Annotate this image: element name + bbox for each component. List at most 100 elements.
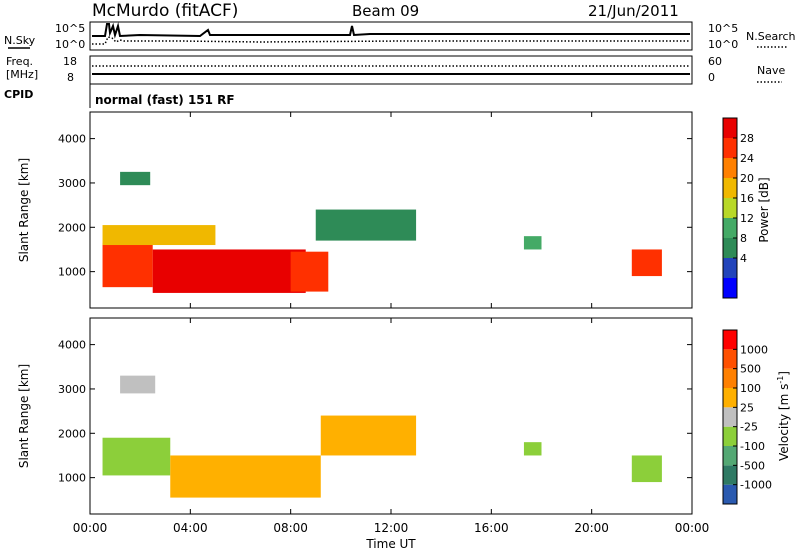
velocity-colorbar-label-sup: -1 bbox=[776, 376, 785, 384]
x-tick-label: 04:00 bbox=[173, 521, 208, 535]
power-colorbar-label: Power [dB] bbox=[757, 177, 771, 242]
x-tick-label: 08:00 bbox=[273, 521, 308, 535]
velocity-cells bbox=[102, 375, 662, 498]
colorbar-swatch bbox=[723, 465, 737, 485]
echo-region bbox=[631, 455, 662, 483]
x-axis-ticks: 00:00 04:00 08:00 12:00 16:00 20:00 00:00 bbox=[73, 112, 710, 535]
date-title: 21/Jun/2011 bbox=[588, 2, 679, 20]
noise-frame bbox=[89, 21, 693, 51]
x-tick-label: 12:00 bbox=[374, 521, 409, 535]
nsky-label: N.Sky bbox=[4, 34, 36, 47]
beam-title: Beam 09 bbox=[352, 2, 419, 20]
colorbar-tick-label: 28 bbox=[740, 132, 754, 145]
echo-region bbox=[102, 437, 171, 476]
colorbar-swatch bbox=[723, 484, 737, 504]
nsearch-label: N.Search bbox=[746, 30, 796, 43]
colorbar-tick-label: -1000 bbox=[740, 479, 772, 492]
y-tick-label: 1000 bbox=[58, 472, 86, 485]
velocity-colorbar-label: Velocity [m s-1] bbox=[776, 371, 791, 461]
x-tick-label: 16:00 bbox=[474, 521, 509, 535]
colorbar-swatch bbox=[723, 238, 737, 258]
velocity-colorbar-label-main: Velocity [m s bbox=[777, 384, 791, 461]
nsearch-tick-bottom: 10^0 bbox=[708, 38, 738, 51]
freq-frame bbox=[89, 55, 693, 85]
colorbar-frame bbox=[722, 117, 738, 299]
colorbar-tick-label: 12 bbox=[740, 212, 754, 225]
velocity-panel: 4000 3000 2000 1000 Slant Range [km] bbox=[17, 317, 693, 515]
freq-unit-label: [MHz] bbox=[6, 68, 38, 81]
colorbar-swatch bbox=[723, 258, 737, 278]
freq-label: Freq. bbox=[6, 55, 33, 68]
colorbar-swatch bbox=[723, 218, 737, 238]
y-tick-label: 4000 bbox=[58, 133, 86, 146]
freq-tick-bottom: 8 bbox=[67, 71, 74, 84]
power-y-ticks: 4000 3000 2000 1000 bbox=[58, 133, 692, 279]
nsky-tick-bottom: 10^0 bbox=[55, 38, 85, 51]
echo-region bbox=[320, 415, 417, 456]
colorbar-tick-label: 8 bbox=[740, 232, 747, 245]
power-y-label: Slant Range [km] bbox=[17, 158, 31, 262]
station-title: McMurdo (fitACF) bbox=[92, 1, 238, 21]
colorbar-swatch bbox=[723, 426, 737, 446]
colorbar-swatch bbox=[723, 158, 737, 178]
nsky-trace bbox=[92, 22, 690, 39]
nave-tick-top: 60 bbox=[708, 55, 722, 68]
y-tick-label: 1000 bbox=[58, 266, 86, 279]
y-tick-label: 4000 bbox=[58, 339, 86, 352]
echo-region bbox=[631, 249, 662, 277]
colorbar-swatch bbox=[723, 368, 737, 388]
echo-region bbox=[523, 236, 542, 250]
freq-tick-top: 18 bbox=[63, 55, 77, 68]
colorbar-tick-label: 25 bbox=[740, 401, 754, 414]
nsearch-tick-top: 10^5 bbox=[708, 22, 738, 35]
velocity-colorbar-label-end: ] bbox=[777, 371, 791, 376]
colorbar-swatch bbox=[723, 349, 737, 369]
colorbar-swatch bbox=[723, 138, 737, 158]
y-tick-label: 2000 bbox=[58, 427, 86, 440]
colorbar-tick-label: 1000 bbox=[740, 343, 768, 356]
power-panel: 4000 3000 2000 1000 Slant Range [km] bbox=[17, 111, 693, 309]
x-tick-label: 20:00 bbox=[574, 521, 609, 535]
power-colorbar: 28 24 20 16 12 8 4 bbox=[722, 117, 754, 299]
echo-region bbox=[102, 225, 216, 246]
colorbar-swatch bbox=[723, 278, 737, 298]
y-tick-label: 3000 bbox=[58, 383, 86, 396]
x-axis-label: Time UT bbox=[365, 537, 416, 551]
colorbar-tick-label: 16 bbox=[740, 192, 754, 205]
colorbar-swatch bbox=[723, 388, 737, 408]
velocity-y-ticks: 4000 3000 2000 1000 bbox=[58, 339, 692, 485]
colorbar-swatch bbox=[723, 446, 737, 466]
colorbar-swatch bbox=[723, 198, 737, 218]
colorbar-frame bbox=[722, 329, 738, 505]
echo-region bbox=[152, 249, 306, 293]
y-tick-label: 3000 bbox=[58, 177, 86, 190]
colorbar-tick-label: -25 bbox=[740, 421, 758, 434]
echo-region bbox=[102, 242, 153, 288]
echo-region bbox=[120, 171, 151, 186]
colorbar-swatch bbox=[723, 178, 737, 198]
nave-tick-bottom: 0 bbox=[708, 71, 715, 84]
x-tick-label: 00:00 bbox=[73, 521, 108, 535]
echo-region bbox=[523, 442, 542, 456]
nave-label: Nave bbox=[757, 64, 785, 77]
frequency-panel: Freq. [MHz] 18 8 60 0 Nave bbox=[6, 55, 785, 85]
cpid-mode: normal (fast) 151 RF bbox=[95, 93, 235, 107]
velocity-colorbar: 1000 500 100 25 -25 -100 -500 -1000 bbox=[722, 329, 772, 505]
colorbar-tick-label: -500 bbox=[740, 459, 765, 472]
x-tick-label: 00:00 bbox=[675, 521, 710, 535]
velocity-y-label: Slant Range [km] bbox=[17, 364, 31, 468]
colorbar-swatch bbox=[723, 407, 737, 427]
echo-region bbox=[170, 455, 321, 498]
colorbar-swatch bbox=[723, 330, 737, 350]
colorbar-tick-label: 4 bbox=[740, 252, 747, 265]
echo-region bbox=[315, 209, 417, 241]
nsearch-trace bbox=[92, 36, 690, 45]
colorbar-swatch bbox=[723, 118, 737, 138]
echo-region bbox=[120, 375, 156, 394]
cpid-label: CPID bbox=[4, 88, 33, 101]
y-tick-label: 2000 bbox=[58, 221, 86, 234]
echo-region bbox=[290, 251, 329, 292]
colorbar-tick-label: 24 bbox=[740, 152, 754, 165]
